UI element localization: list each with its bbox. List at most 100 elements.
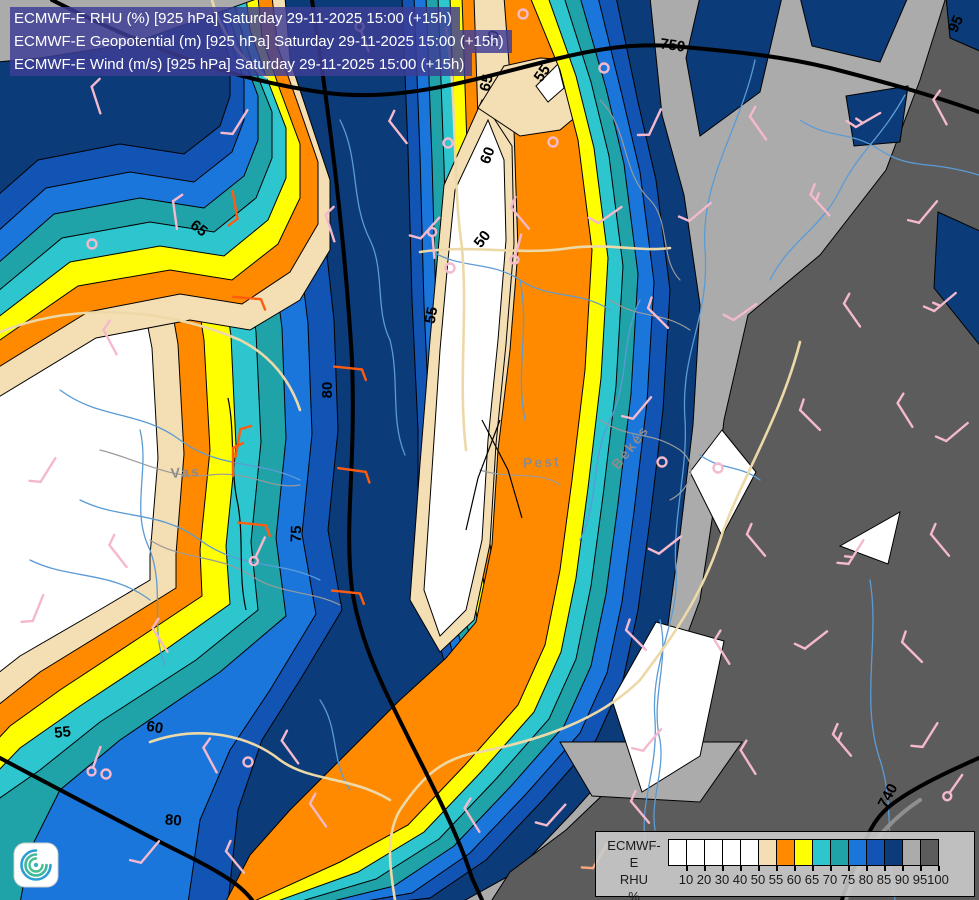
wind-barb-icon (90, 77, 102, 115)
wind-barb-icon (942, 773, 964, 802)
wind-barb-icon (151, 617, 169, 654)
contour-label: 75 (288, 525, 306, 542)
wind-barb-icon (934, 421, 969, 443)
wind-barb-icon (745, 522, 767, 557)
legend-swatch (740, 839, 759, 866)
contour-label: 55 (53, 723, 71, 742)
wind-barb-icon (236, 521, 272, 538)
wind-barb-icon (900, 630, 924, 664)
wind-barb-icon (444, 262, 456, 274)
wind-barb-icon (463, 797, 481, 834)
legend-swatch (722, 839, 741, 866)
wind-barb-icon (831, 722, 853, 757)
legend-swatch (794, 839, 813, 866)
legend-tick (794, 866, 796, 871)
wind-barb-icon (324, 205, 336, 243)
wind-barb-icon (910, 721, 939, 749)
legend-swatch (776, 839, 795, 866)
legend-tick (740, 866, 742, 871)
legend-tick (902, 866, 904, 871)
admin-borders (99, 99, 692, 606)
legend-swatch (902, 839, 921, 866)
legend-tick-label: 75 (840, 872, 856, 887)
wind-barb-icon (722, 302, 758, 322)
title-block: ECMWF-E RHU (%) [925 hPa] Saturday 29-11… (10, 7, 512, 76)
legend-tick-label: 60 (786, 872, 802, 887)
legend-tick-label: 20 (696, 872, 712, 887)
wind-barb-icon (231, 441, 245, 478)
legend-tick (920, 866, 922, 871)
legend-tick-label: 95 (912, 872, 928, 887)
wind-barbs (20, 8, 969, 874)
legend-tick (812, 866, 814, 871)
contour-label: 55 (422, 306, 442, 325)
wind-barb-icon (534, 803, 567, 827)
legend-tick-label: 30 (714, 872, 730, 887)
wind-barb-icon (656, 456, 668, 468)
legend: ECMWF-E RHU % 10 20 30 40 50 55 60 65 70 75 80 85 90… (595, 831, 975, 900)
legend-tick (848, 866, 850, 871)
wind-barb-icon (442, 137, 454, 149)
legend-tick-label: 65 (804, 872, 820, 887)
wind-barb-icon (630, 728, 663, 752)
legend-tick (776, 866, 778, 871)
wind-barb-icon (220, 108, 249, 136)
legend-tick-label: 10 (678, 872, 694, 887)
wind-barb-icon (748, 105, 768, 141)
legend-tick-label: 85 (876, 872, 892, 887)
legend-swatch (704, 839, 723, 866)
contour-label: 50 (471, 227, 495, 251)
legend-swatch (848, 839, 867, 866)
wind-barb-icon (128, 840, 161, 864)
contour-label: 55 (531, 62, 554, 85)
legend-tick-label: 40 (732, 872, 748, 887)
legend-swatch (920, 839, 939, 866)
wind-barb-icon (587, 205, 623, 225)
wind-barb-icon (102, 319, 118, 356)
wind-barb-icon (509, 233, 523, 265)
wind-barb-icon (86, 745, 102, 777)
wind-barb-icon (227, 190, 239, 227)
legend-tick-label: 70 (822, 872, 838, 887)
wind-barb-icon (932, 89, 948, 126)
wind-barb-icon (517, 8, 529, 20)
contour-label: 65 (476, 73, 497, 93)
wind-barb-icon (929, 522, 951, 557)
legend-param-label: RHU (619, 872, 649, 887)
legend-swatch (866, 839, 885, 866)
legend-tick (938, 866, 940, 871)
wind-barb-icon (171, 193, 184, 231)
place-label: Vas (170, 463, 201, 481)
country-borders (227, 397, 523, 611)
title-rhu: ECMWF-E RHU (%) [925 hPa] Saturday 29-11… (10, 7, 460, 30)
wind-barb-icon (739, 739, 757, 776)
wind-barb-icon (234, 424, 253, 458)
wind-barb-icon (629, 789, 651, 824)
wind-barb-icon (248, 536, 266, 567)
wind-barb-icon (620, 396, 653, 420)
wind-barb-icon (712, 462, 724, 474)
contour-label: 65 (187, 217, 211, 241)
contour-label: 80 (164, 811, 182, 829)
wind-barb-icon (547, 136, 559, 148)
legend-unit-label: % (628, 889, 640, 900)
contour-label: 80 (319, 382, 336, 399)
place-label: Pest (523, 453, 561, 471)
wind-barb-icon (598, 62, 610, 74)
app-logo (13, 842, 59, 893)
spiral-logo-icon (13, 842, 59, 888)
wind-barb-icon (388, 109, 408, 145)
wind-barb-icon (242, 756, 254, 768)
legend-tick (866, 866, 868, 871)
wind-barb-icon (336, 466, 371, 484)
wind-barb-icon (20, 593, 45, 624)
wind-barb-icon (906, 200, 939, 224)
wind-barb-icon (842, 292, 862, 328)
wind-barb-icon (100, 768, 112, 780)
legend-swatch (668, 839, 687, 866)
contour-label: 750 (659, 35, 686, 55)
wind-barb-icon (809, 182, 831, 217)
legend-swatch (884, 839, 903, 866)
